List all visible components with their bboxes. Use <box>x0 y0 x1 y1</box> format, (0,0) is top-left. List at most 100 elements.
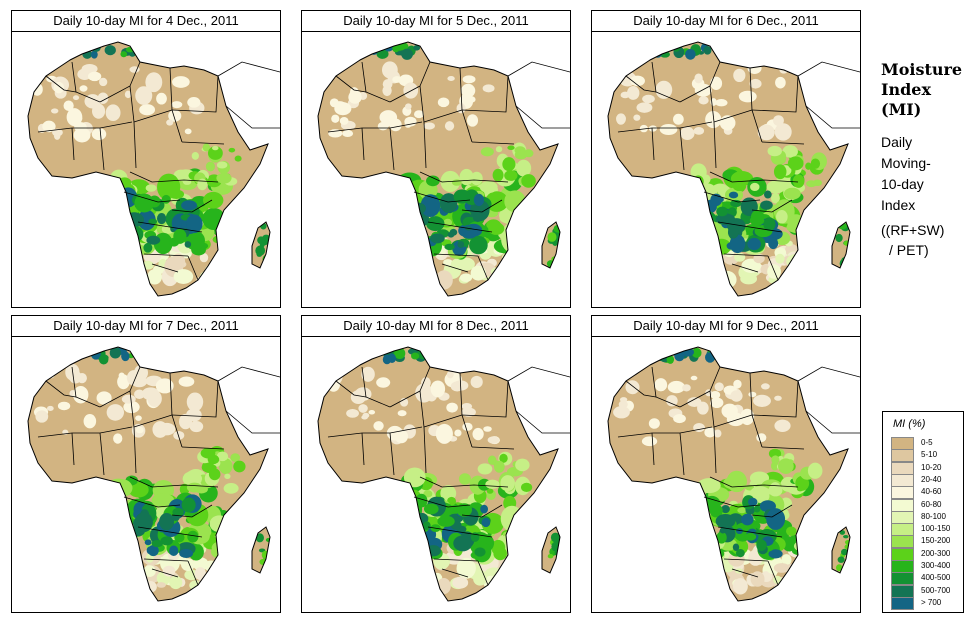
coastal-wet-patch <box>703 46 712 55</box>
very-wet-patch <box>705 547 720 557</box>
dry-patch <box>642 94 655 104</box>
dry-patch <box>135 86 153 105</box>
wet-patch <box>507 145 515 151</box>
country-border <box>143 558 189 562</box>
semi-dry-patch <box>209 262 219 268</box>
wet-patch <box>499 453 508 463</box>
country-border <box>335 380 367 398</box>
dry-patch <box>166 119 174 126</box>
semi-dry-patch <box>734 252 746 262</box>
dry-patch <box>361 366 375 382</box>
very-wet-patch <box>732 543 740 551</box>
very-wet-patch <box>729 234 746 254</box>
country-border <box>99 390 131 408</box>
country-border <box>187 255 199 281</box>
wet-patch <box>407 539 422 553</box>
dry-patch <box>397 410 407 417</box>
very-wet-patch <box>146 546 154 555</box>
very-wet-patch <box>129 245 138 252</box>
wet-patch <box>202 143 211 152</box>
country-border <box>327 121 423 133</box>
coastal-wet-patch <box>666 355 675 364</box>
dry-patch <box>346 408 359 418</box>
coastal-wet-patch <box>120 51 128 58</box>
very-wet-patch <box>702 239 717 251</box>
wet-patch <box>211 541 231 555</box>
dry-patch <box>633 114 641 121</box>
wet-patch <box>459 168 474 186</box>
legend-label: 300-400 <box>921 561 951 570</box>
country-border <box>461 380 509 418</box>
dry-patch <box>730 390 743 402</box>
wet-patch <box>458 473 471 485</box>
very-wet-patch <box>763 190 772 199</box>
dry-patch <box>334 102 352 116</box>
semi-dry-patch <box>496 266 507 276</box>
coastal-wet-patch <box>401 48 413 60</box>
coastal-wet-patch <box>121 351 130 362</box>
wet-patch <box>416 239 430 253</box>
coastal-wet-patch <box>79 349 91 356</box>
country-border <box>413 496 471 508</box>
panel-title: Daily 10-day MI for 5 Dec., 2011 <box>301 10 571 32</box>
very-wet-patch <box>426 216 445 232</box>
wet-patch <box>265 537 270 542</box>
dry-patch <box>705 111 722 129</box>
very-wet-patch <box>716 531 727 544</box>
dry-patch <box>482 84 495 93</box>
map-panel-2: Daily 10-day MI for 5 Dec., 2011 <box>301 10 571 308</box>
index-description: Daily Moving- 10-day Index <box>881 132 931 216</box>
dry-patch <box>106 404 125 421</box>
very-wet-patch <box>768 549 783 559</box>
dry-patch <box>648 418 660 429</box>
wet-patch <box>443 218 453 227</box>
country-border <box>137 526 203 538</box>
country-border <box>361 127 365 161</box>
panel-title: Daily 10-day MI for 7 Dec., 2011 <box>11 315 281 337</box>
country-border <box>151 263 179 273</box>
dry-patch <box>147 390 162 407</box>
wet-patch <box>145 184 157 192</box>
country-border <box>361 432 365 466</box>
country-border <box>181 446 225 450</box>
dry-patch <box>145 72 163 93</box>
very-wet-patch <box>179 548 194 558</box>
very-wet-patch <box>702 539 714 549</box>
wet-patch <box>151 493 175 508</box>
wet-patch <box>695 214 711 226</box>
coastal-wet-patch <box>411 352 420 360</box>
legend-label: 10-20 <box>921 462 942 472</box>
wet-patch <box>205 161 216 172</box>
dry-patch <box>75 116 83 122</box>
description-line: 10-day <box>881 176 924 192</box>
country-border <box>71 432 75 466</box>
wet-patch <box>501 225 524 253</box>
country-border <box>133 426 137 474</box>
wet-patch <box>403 241 427 259</box>
coastal-wet-patch <box>71 347 79 356</box>
dry-patch <box>714 382 724 392</box>
coastal-wet-patch <box>90 50 98 59</box>
country-border <box>751 199 793 213</box>
country-border <box>37 426 133 438</box>
wet-patch <box>691 501 706 515</box>
very-wet-patch <box>161 194 171 204</box>
country-border <box>731 263 759 273</box>
coastal-wet-patch <box>413 45 421 51</box>
description-line: Moving- <box>881 155 931 171</box>
legend-label: 5-10 <box>921 450 938 460</box>
coastline <box>607 41 851 297</box>
index-formula: ((RF+SW) / PET) <box>881 220 944 260</box>
map-canvas <box>317 41 570 297</box>
very-wet-patch <box>157 213 167 225</box>
very-wet-patch <box>730 199 742 208</box>
country-border <box>129 171 219 183</box>
legend-swatch <box>891 572 914 586</box>
dry-patch <box>435 423 453 444</box>
arabia-outline <box>797 61 860 129</box>
dry-patch <box>376 377 391 388</box>
wet-patch <box>401 241 420 258</box>
index-title-line: (MI) <box>881 100 922 119</box>
wet-patch <box>217 452 226 459</box>
wet-patch <box>486 219 501 230</box>
